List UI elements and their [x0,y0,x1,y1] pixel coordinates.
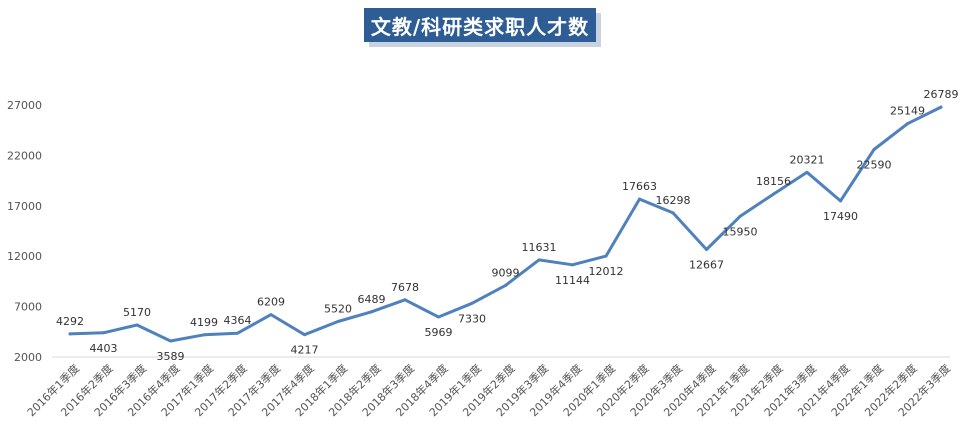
data-point [906,122,909,126]
data-point [671,211,675,215]
data-point [169,339,172,343]
y-tick-label: 7000 [14,301,42,314]
data-label: 3589 [157,350,185,363]
data-label: 4403 [90,342,118,355]
data-point [470,301,474,305]
data-label: 12667 [689,258,724,271]
y-tick-label: 12000 [7,250,42,263]
data-label: 22590 [857,158,892,171]
data-label: 9099 [492,266,520,279]
data-point [236,331,239,335]
data-point [939,105,943,109]
data-point [705,247,708,251]
data-label: 15950 [723,225,758,238]
data-label: 6209 [257,296,285,309]
y-tick-label: 27000 [7,99,42,112]
y-tick-label: 17000 [7,200,42,213]
data-point [638,197,641,201]
data-label: 4292 [56,315,84,328]
data-point [370,310,373,314]
data-label: 11631 [522,241,557,254]
data-label: 25149 [890,105,925,118]
data-label: 7330 [458,312,486,325]
data-point [269,313,273,317]
data-point [403,298,407,302]
data-label: 20321 [790,153,825,166]
series-line [68,105,943,343]
data-point [604,254,608,258]
data-label: 7678 [391,281,419,294]
data-label: 4217 [291,344,319,357]
data-label: 18156 [756,175,791,188]
data-label: 26789 [924,88,959,101]
data-label: 5520 [324,303,352,316]
data-label: 5170 [123,306,151,319]
data-point [336,320,340,324]
data-label: 17490 [823,210,858,223]
data-point [537,258,541,262]
data-point [202,333,206,337]
data-label: 4199 [190,316,218,329]
data-point [571,263,574,267]
data-point [738,214,742,218]
data-point [872,147,876,151]
data-label: 4364 [224,314,252,327]
data-point [839,199,842,203]
data-point [102,331,105,335]
data-point [135,323,139,327]
data-point [772,192,775,196]
data-point [504,283,507,287]
chart-title-box: 文教/科研类求职人才数 [364,8,596,42]
data-point [303,333,306,337]
data-label: 6489 [358,293,386,306]
data-point [68,332,72,336]
data-label: 11144 [555,274,590,287]
y-tick-label: 2000 [14,351,42,364]
data-label: 5969 [425,326,453,339]
chart-title: 文教/科研类求职人才数 [370,14,590,39]
data-label: 17663 [622,180,657,193]
data-point [805,170,809,174]
y-tick-label: 22000 [7,149,42,162]
data-label: 16298 [656,194,691,207]
data-label: 12012 [589,265,624,278]
data-point [437,315,440,319]
